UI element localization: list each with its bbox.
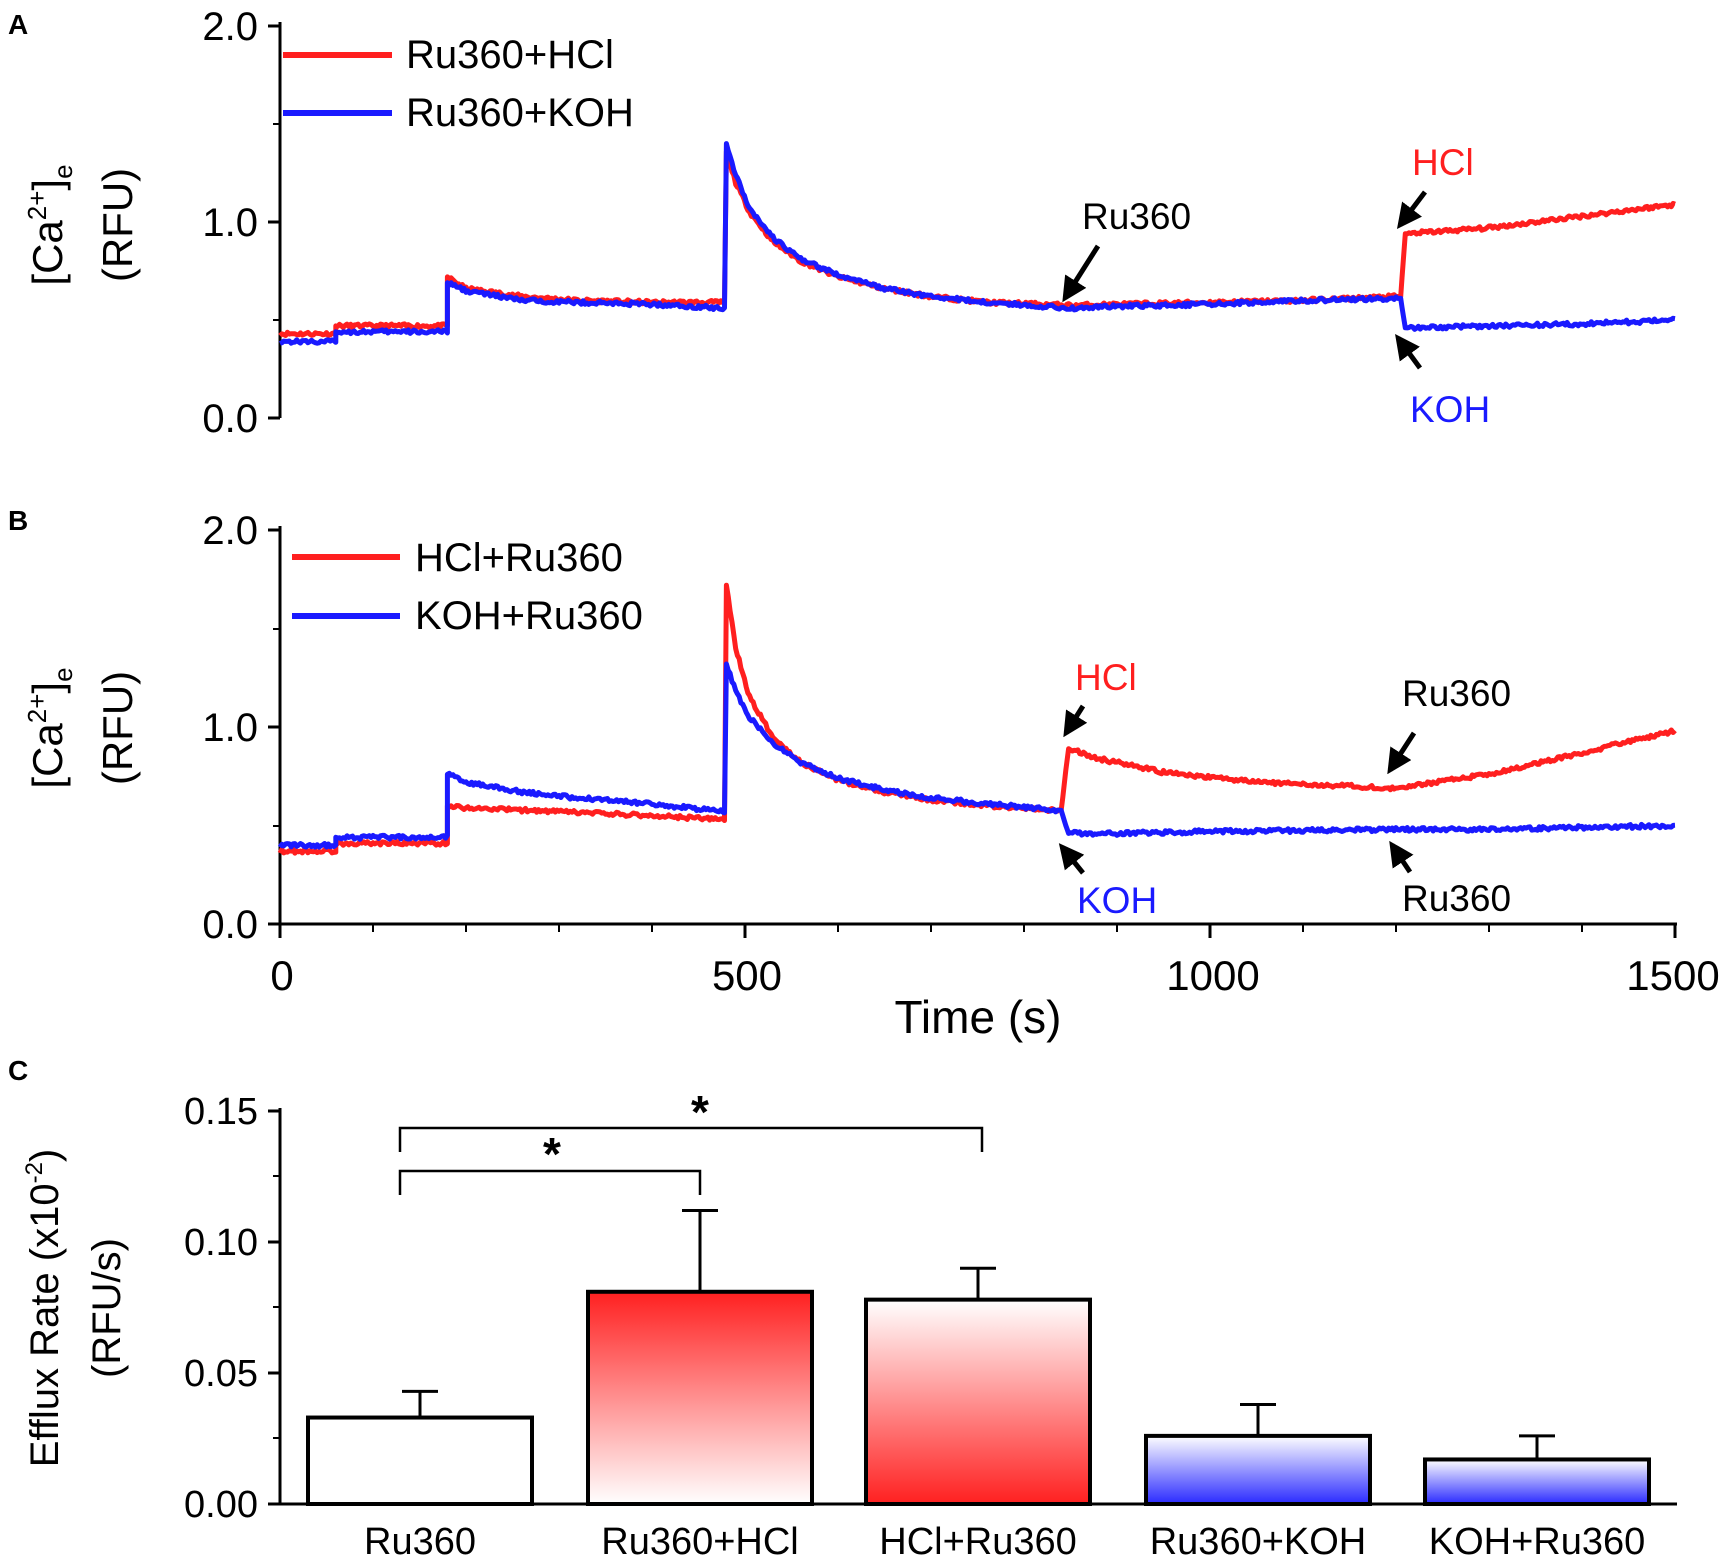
panel-b-legend-label-1: KOH+Ru360 [415,594,643,638]
panel-b-legend-label-0: HCl+Ru360 [415,536,623,580]
panel-c-ytick-label-0: 0.00 [184,1484,258,1526]
panel-b-xtick-label-1: 500 [712,952,782,999]
panel-b-arrow-ru360-top [1387,731,1417,775]
panel-a-y-axis-title: [Ca2+]e [22,164,78,285]
panel-c-sig-bracket-2 [398,1126,984,1152]
panel-c-ytick-label-2: 0.10 [184,1222,258,1264]
panel-c-y-axis-title: Efflux Rate (x10-2) [21,1149,67,1468]
panel-b-series-group [277,582,1677,856]
panel-b-annotation-koh: KOH [1077,880,1157,921]
panel-c-bars-group [306,1209,1651,1507]
panel-label-a: A [8,9,28,40]
panel-c-category-label-2: HCl+Ru360 [879,1521,1077,1563]
panel-a-ylabel-sup: 2+ [22,191,52,221]
panel-b-x-ticks [278,924,1677,938]
panel-c: 0.00 0.05 0.10 0.15 Efflux Rate (x10-2) … [21,1086,1677,1563]
panel-c-ytick-label-3: 0.15 [184,1091,258,1133]
panel-c-y-axis-units: (RFU/s) [85,1238,129,1378]
panel-a: 0.0 1.0 2.0 [Ca2+]e (RFU) Ru360+HCl Ru36… [22,5,1676,441]
panel-b-arrow-ru360-bottom [1389,840,1414,874]
series-koh-ru360 [277,661,1676,850]
panel-b-xtick-label-2: 1000 [1166,952,1259,999]
bar-hcl-ru360 [864,1297,1092,1507]
panel-b: 0.0 1.0 2.0 [Ca2+]e (RFU) 0 500 1000 150… [22,509,1720,1043]
panel-a-annotation-ru360: Ru360 [1082,196,1191,237]
panel-c-ylabel-sup: -2 [21,1162,48,1183]
panel-a-ylabel-tail: ] [24,179,71,191]
panel-c-sig-star-2: * [691,1086,709,1138]
panel-a-arrow-ru360 [1062,244,1101,303]
panel-b-arrow-koh [1058,843,1085,875]
panel-b-y-axis-title: [Ca2+]e [22,667,78,788]
panel-c-category-label-3: Ru360+KOH [1150,1521,1367,1563]
panel-a-ytick-label-2: 2.0 [202,5,258,49]
panel-b-ytick-label-1: 1.0 [202,706,258,750]
panel-b-ytick-label-2: 2.0 [202,509,258,553]
bar-koh-ru360 [1423,1457,1651,1506]
bar-ru360 [306,1415,534,1507]
panel-b-ylabel-sup: 2+ [22,694,52,724]
panel-a-arrow-koh [1395,333,1423,370]
panel-b-xtick-label-3: 1500 [1626,952,1719,999]
panel-a-legend-label-1: Ru360+KOH [406,91,634,135]
panel-a-ylabel-sub: e [48,164,78,178]
panel-c-ylabel-tail: ) [23,1149,67,1162]
panel-b-annotation-hcl: HCl [1075,657,1137,698]
panel-b-x-axis-title: Time (s) [895,991,1062,1043]
panel-a-ytick-label-0: 0.0 [202,397,258,441]
panel-c-sig-star-1: * [543,1128,561,1180]
panel-b-annotation-ru360-bottom: Ru360 [1402,878,1511,919]
panel-a-ytick-label-1: 1.0 [202,201,258,245]
panel-b-ytick-label-0: 0.0 [202,903,258,947]
panel-b-arrow-hcl [1063,704,1088,738]
panel-a-annotation-hcl: HCl [1412,142,1474,183]
panel-label-c: C [8,1055,28,1086]
panel-a-ylabel-main: [Ca [24,220,71,286]
panel-b-annotation-ru360-top: Ru360 [1402,673,1511,714]
panel-c-category-label-1: Ru360+HCl [601,1521,799,1563]
series-ru360-koh [279,141,1676,346]
panel-b-xtick-label-0: 0 [270,952,293,999]
panel-a-legend-label-0: Ru360+HCl [406,33,614,77]
panel-a-annotation-koh: KOH [1410,389,1490,430]
panel-b-ylabel-main: [Ca [24,723,71,789]
bar-ru360-hcl [586,1289,814,1507]
panel-label-b: B [8,505,28,536]
bar-ru360-koh [1144,1433,1372,1507]
panel-b-y-axis-units: (RFU) [94,671,141,785]
panel-c-ylabel-main: Efflux Rate (x10 [23,1183,67,1467]
panel-c-category-label-4: KOH+Ru360 [1429,1521,1646,1563]
panel-b-ylabel-tail: ] [24,682,71,694]
panel-c-ytick-label-1: 0.05 [184,1353,258,1395]
panel-b-ylabel-sub: e [48,667,78,681]
panel-c-sig-bracket-1 [398,1169,702,1195]
panel-c-category-label-0: Ru360 [364,1521,476,1563]
panel-a-y-axis-units: (RFU) [94,168,141,282]
panel-a-series-group [278,141,1676,346]
panel-a-arrow-hcl [1396,190,1427,229]
